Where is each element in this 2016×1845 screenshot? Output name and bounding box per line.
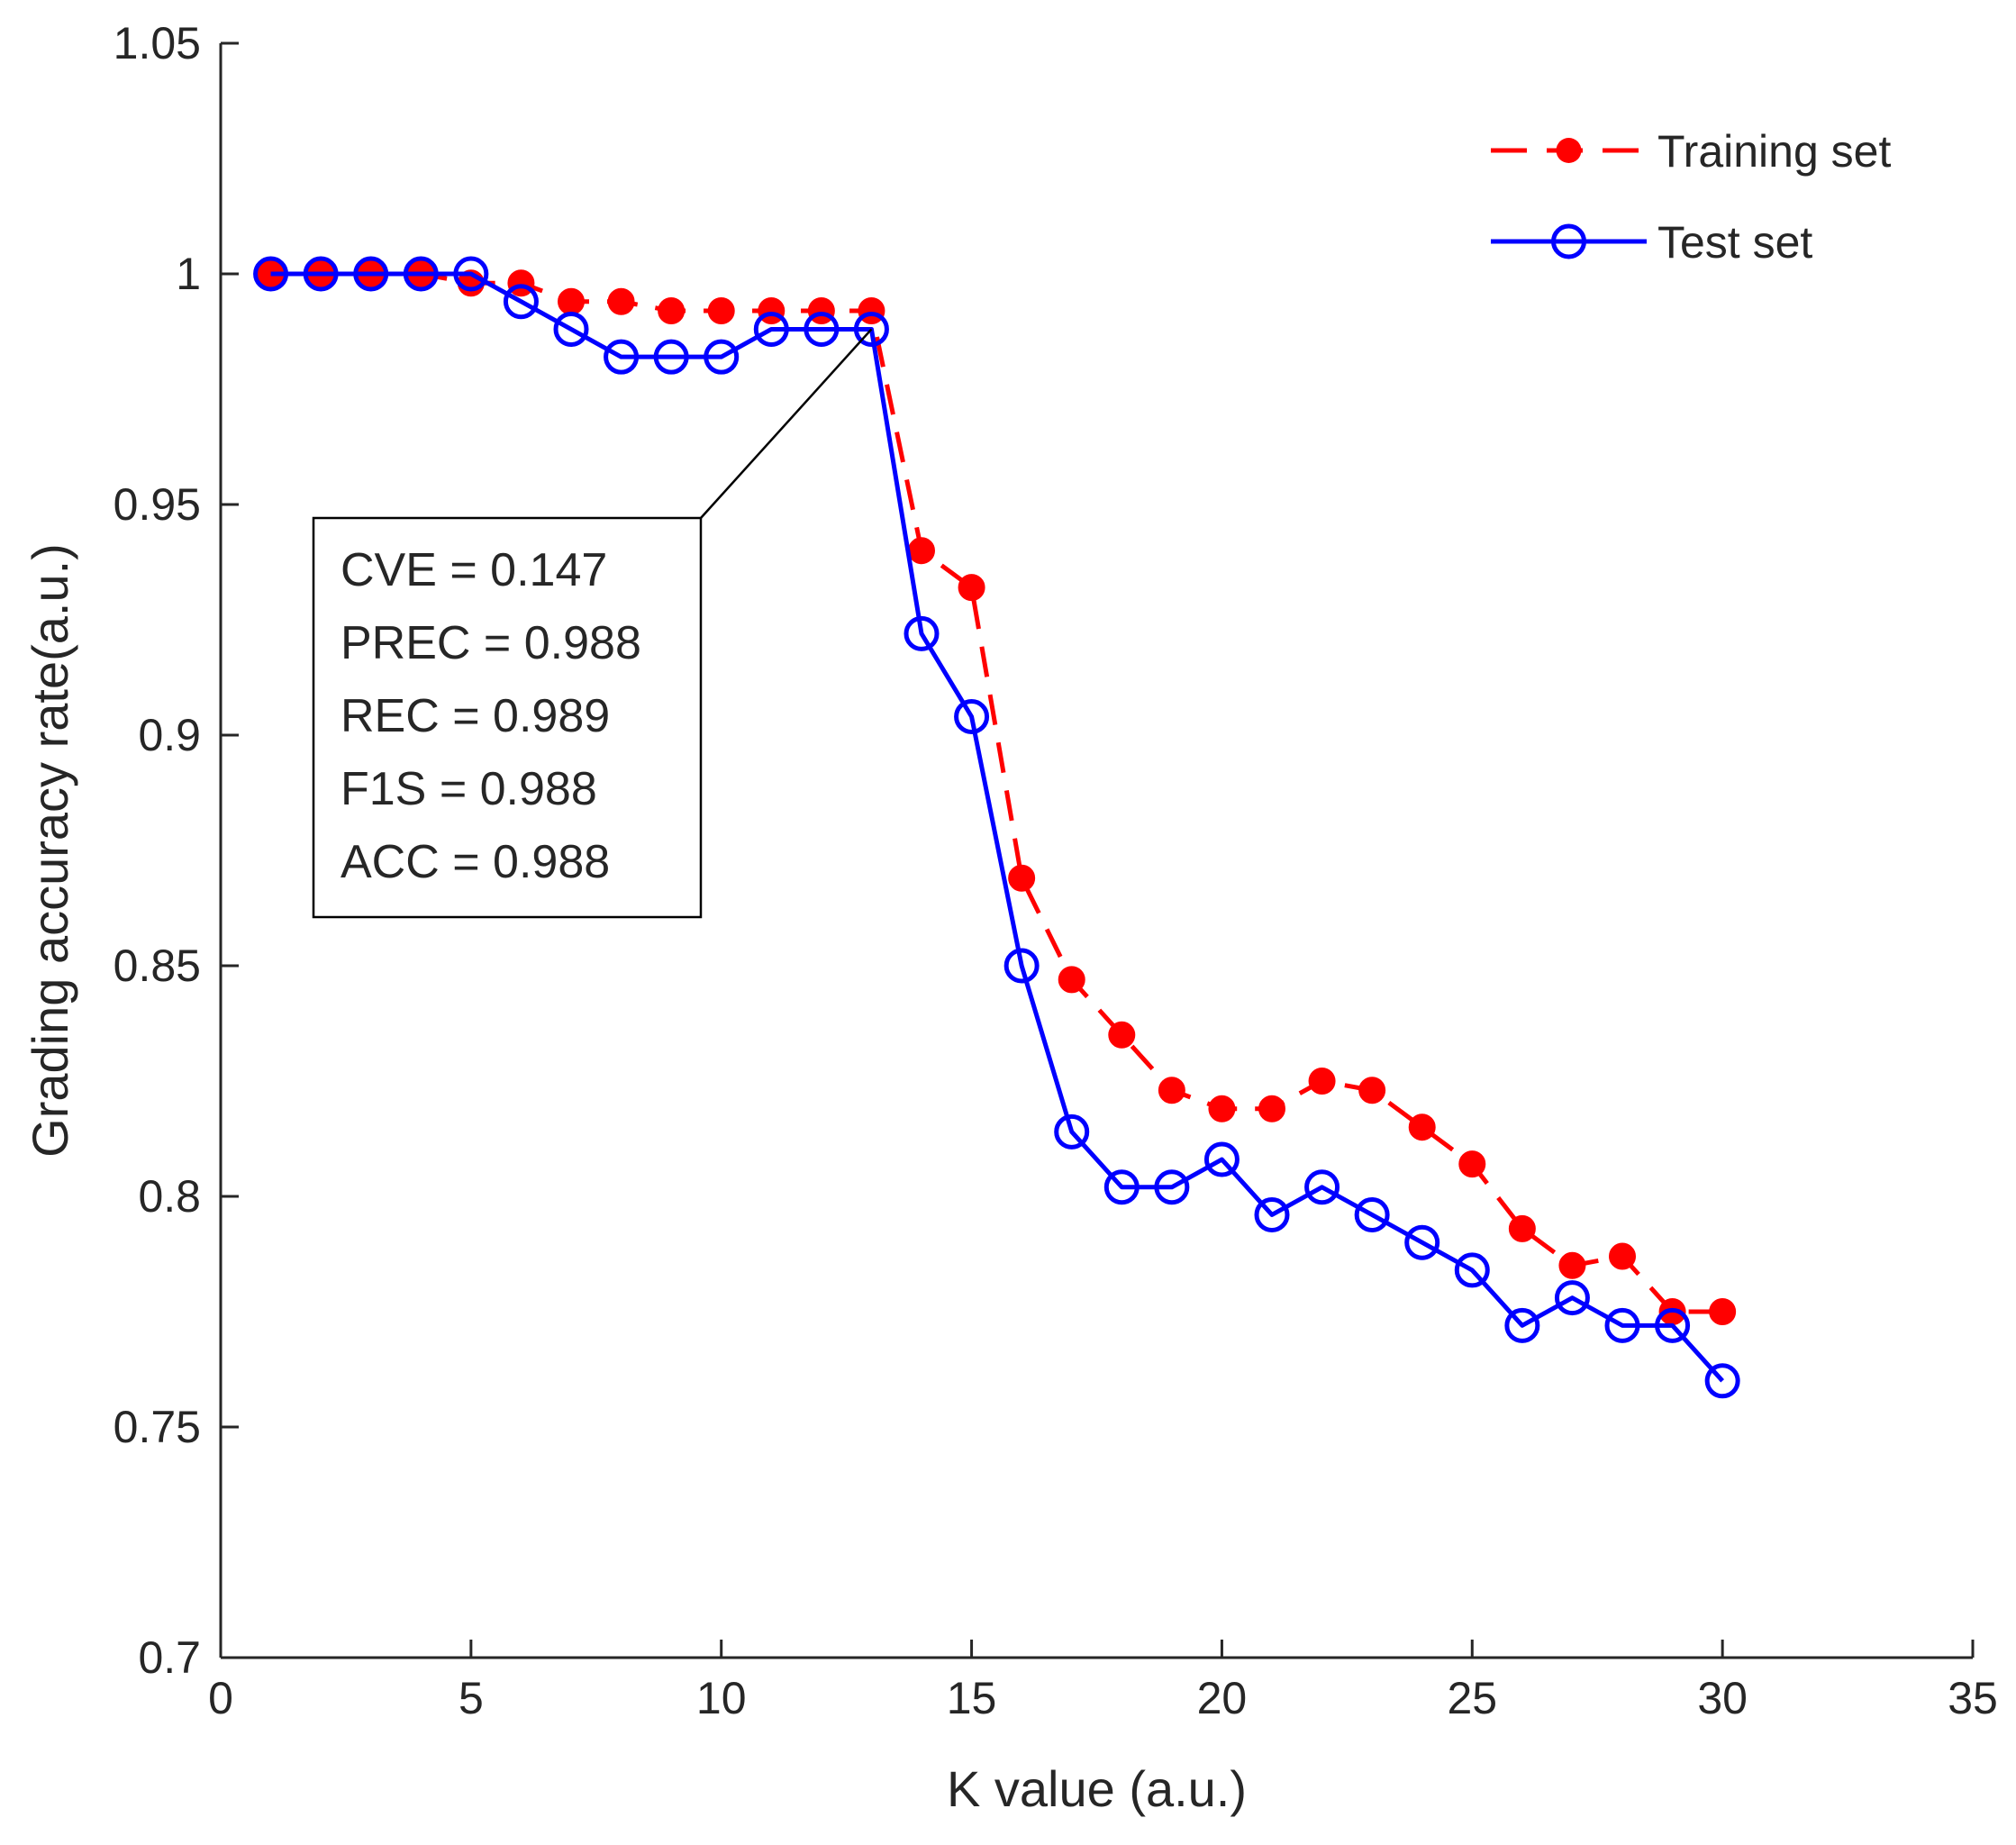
x-tick-label: 25 xyxy=(1447,1673,1497,1723)
series-line xyxy=(270,271,1724,1383)
data-point xyxy=(753,311,789,347)
x-tick-label: 30 xyxy=(1697,1673,1748,1723)
data-point xyxy=(1054,1113,1090,1150)
data-point xyxy=(1458,1150,1486,1178)
data-point xyxy=(1558,1251,1586,1279)
data-point xyxy=(904,615,940,651)
data-point xyxy=(653,339,689,375)
data-point xyxy=(1554,1280,1590,1316)
annotation-box xyxy=(312,516,703,919)
series-test xyxy=(253,256,1740,1399)
annotation-layer: CVE = 0.147 PREC = 0.988 REC = 0.989 F1S = … xyxy=(312,328,873,919)
y-tick-label: 1 xyxy=(176,249,201,299)
data-point xyxy=(1208,1095,1236,1122)
data-point xyxy=(804,311,840,347)
data-point xyxy=(1003,948,1040,984)
series-layer xyxy=(253,256,1740,1399)
legend: Training set Test set xyxy=(1491,126,1891,268)
data-point xyxy=(1258,1095,1285,1122)
data-point xyxy=(1008,864,1036,892)
series-line xyxy=(270,271,1723,1314)
data-point xyxy=(1358,1077,1386,1104)
data-point xyxy=(704,339,740,375)
data-point xyxy=(1609,1242,1636,1270)
data-point xyxy=(908,537,935,565)
data-point xyxy=(553,311,589,347)
data-point xyxy=(1709,1298,1737,1325)
x-tick-label: 0 xyxy=(208,1673,233,1723)
annotation-line: REC = 0.989 xyxy=(341,690,610,742)
data-point xyxy=(858,296,885,324)
legend-marker xyxy=(1556,138,1582,163)
annotation-line: CVE = 0.147 xyxy=(341,544,607,596)
axes: 0 5 10 15 20 25 30 35 0.7 0.75 0.8 0.85 0.9 0.95 1 1.05… xyxy=(22,18,1998,1817)
x-tick-label: 10 xyxy=(696,1673,747,1723)
data-point xyxy=(1408,1113,1436,1141)
data-point xyxy=(1108,1021,1136,1049)
data-point xyxy=(403,256,439,292)
annotation-line: PREC = 0.988 xyxy=(341,617,641,669)
y-tick-label: 0.85 xyxy=(114,941,201,991)
data-point xyxy=(1304,1169,1340,1205)
x-tick-label: 20 xyxy=(1197,1673,1248,1723)
data-point xyxy=(707,296,735,324)
data-point xyxy=(1203,1141,1240,1177)
legend-entry-test: Test set xyxy=(1491,217,1812,268)
y-tick-label: 0.8 xyxy=(138,1171,201,1222)
data-point xyxy=(1058,966,1085,994)
data-point xyxy=(1308,1068,1336,1095)
x-axis-label: K value (a.u.) xyxy=(947,1760,1247,1817)
data-point xyxy=(1158,1077,1185,1104)
data-point xyxy=(1704,1363,1740,1399)
data-point xyxy=(1604,1307,1640,1343)
y-tick-label: 0.95 xyxy=(114,479,201,530)
data-point xyxy=(954,699,990,735)
data-point xyxy=(1103,1169,1140,1205)
data-point xyxy=(1354,1196,1390,1232)
legend-entry-training: Training set xyxy=(1491,126,1891,177)
y-tick-label: 0.9 xyxy=(138,710,201,760)
data-point xyxy=(807,296,835,324)
data-point xyxy=(1508,1214,1536,1242)
data-point xyxy=(558,287,585,315)
data-point xyxy=(607,287,635,315)
data-point xyxy=(303,256,339,292)
y-tick-label: 1.05 xyxy=(114,18,201,68)
data-point xyxy=(1655,1307,1691,1343)
data-point xyxy=(353,256,389,292)
x-tick-label: 15 xyxy=(947,1673,997,1723)
data-point xyxy=(1454,1252,1490,1288)
data-point xyxy=(758,296,786,324)
series-training xyxy=(257,260,1737,1325)
data-point xyxy=(1404,1224,1440,1260)
legend-label: Test set xyxy=(1657,217,1812,268)
y-tick-label: 0.7 xyxy=(138,1632,201,1683)
x-tick-label: 5 xyxy=(459,1673,484,1723)
data-point xyxy=(658,296,686,324)
annotation-line: F1S = 0.988 xyxy=(341,763,597,815)
data-point xyxy=(253,256,289,292)
data-point xyxy=(604,339,640,375)
data-point xyxy=(1254,1196,1290,1232)
data-point xyxy=(1504,1307,1540,1343)
x-tick-label: 35 xyxy=(1948,1673,1998,1723)
annotation-leader-line xyxy=(700,328,873,519)
legend-marker xyxy=(1551,223,1586,259)
data-point xyxy=(507,269,535,297)
data-point xyxy=(853,311,889,347)
data-point xyxy=(1154,1169,1190,1205)
y-tick-label: 0.75 xyxy=(114,1402,201,1452)
data-point xyxy=(503,284,539,320)
legend-label: Training set xyxy=(1657,126,1891,177)
annotation-line: ACC = 0.988 xyxy=(341,836,610,888)
y-axis-label: Grading accuracy rate(a.u.) xyxy=(22,543,78,1158)
data-point xyxy=(958,574,985,602)
data-point xyxy=(453,256,489,292)
